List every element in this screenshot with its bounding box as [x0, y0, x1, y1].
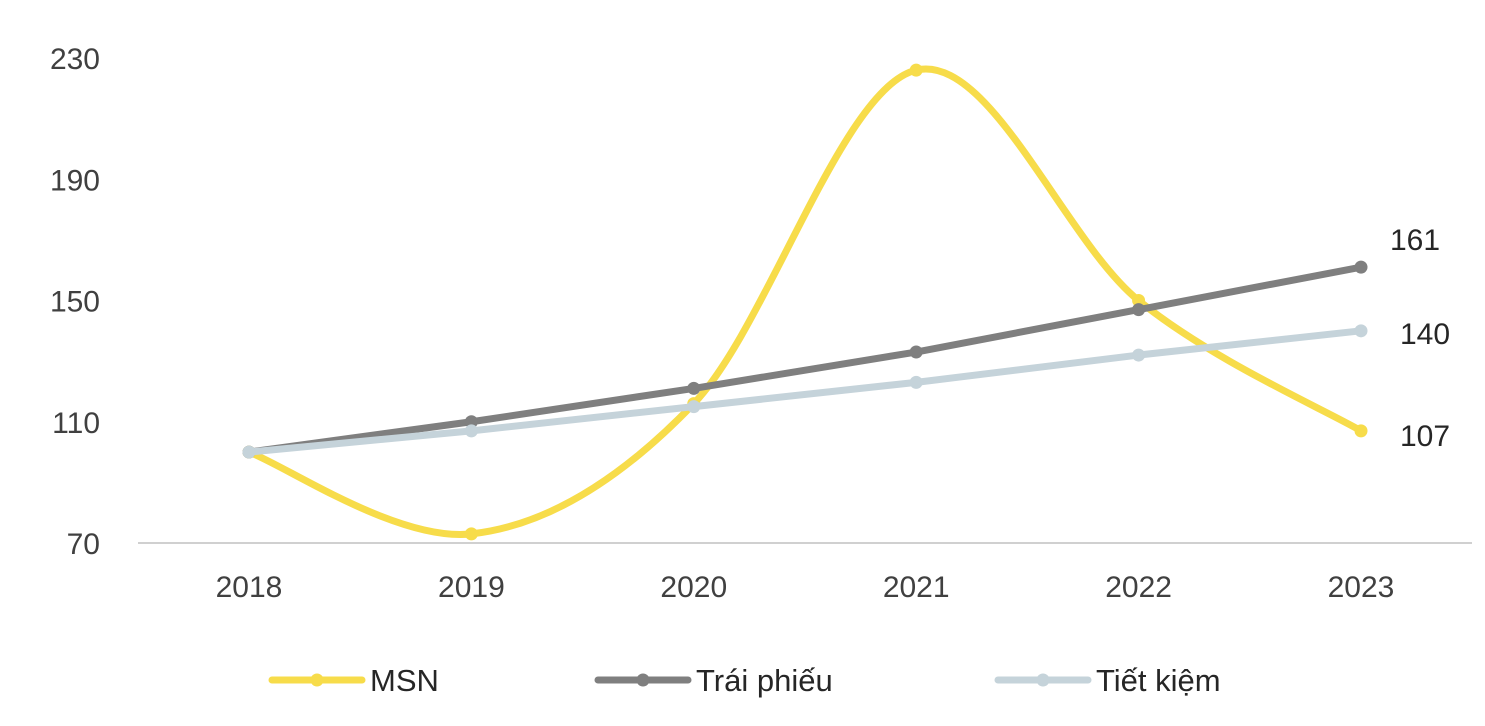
series-2-point-1 — [464, 424, 478, 438]
legend-swatch-marker-2 — [1036, 673, 1050, 687]
y-axis-labels: 70 110 150 190 230 — [50, 43, 100, 561]
y-tick-label-1: 110 — [52, 407, 100, 440]
series-0-point-1 — [464, 527, 478, 541]
legend-swatch-marker-0 — [310, 673, 324, 687]
series-2-point-2 — [687, 400, 701, 414]
y-tick-label-0: 70 — [67, 528, 100, 561]
legend-label-0: MSN — [370, 663, 439, 698]
legend-label-2: Tiết kiệm — [1096, 663, 1221, 698]
x-axis-labels: 2018 2019 2020 2021 2022 2023 — [216, 571, 1395, 604]
series-2-point-0 — [242, 445, 256, 459]
y-tick-label-4: 230 — [50, 43, 100, 76]
x-tick-label-1: 2019 — [438, 571, 505, 604]
legend-swatch-marker-1 — [636, 673, 650, 687]
series-2-point-5 — [1354, 324, 1368, 338]
series-1-point-2 — [687, 381, 701, 395]
x-tick-label-2: 2020 — [660, 571, 727, 604]
legend-item-0: MSN — [268, 663, 439, 698]
series-0-point-4 — [1132, 294, 1146, 307]
series-1-point-3 — [909, 345, 923, 359]
y-tick-label-3: 190 — [50, 164, 100, 197]
legend-item-1: Trái phiếu — [594, 663, 833, 698]
series-1-point-4 — [1132, 303, 1146, 317]
series-2-point-3 — [909, 375, 923, 389]
x-tick-label-5: 2023 — [1328, 571, 1395, 604]
y-tick-label-2: 150 — [50, 286, 100, 319]
legend-label-1: Trái phiếu — [696, 663, 833, 698]
end-label-2: 140 — [1400, 318, 1450, 351]
legend: MSN Trái phiếu Tiết kiệm — [268, 663, 1221, 698]
x-tick-label-3: 2021 — [883, 571, 950, 604]
series-1-point-1 — [464, 415, 478, 429]
series-line-1 — [245, 263, 1365, 456]
end-label-1: 161 — [1390, 224, 1440, 257]
end-labels: 107 161 140 — [1390, 224, 1450, 453]
series-1-point-5 — [1354, 260, 1368, 274]
series-2-point-4 — [1132, 348, 1146, 362]
series-line-2 — [245, 327, 1365, 456]
series-0-point-3 — [909, 63, 923, 77]
series-layer — [242, 63, 1368, 541]
x-tick-label-0: 2018 — [216, 571, 283, 604]
legend-item-2: Tiết kiệm — [994, 663, 1221, 698]
end-label-0: 107 — [1400, 420, 1450, 453]
x-tick-label-4: 2022 — [1105, 571, 1172, 604]
series-0-point-5 — [1354, 424, 1368, 438]
